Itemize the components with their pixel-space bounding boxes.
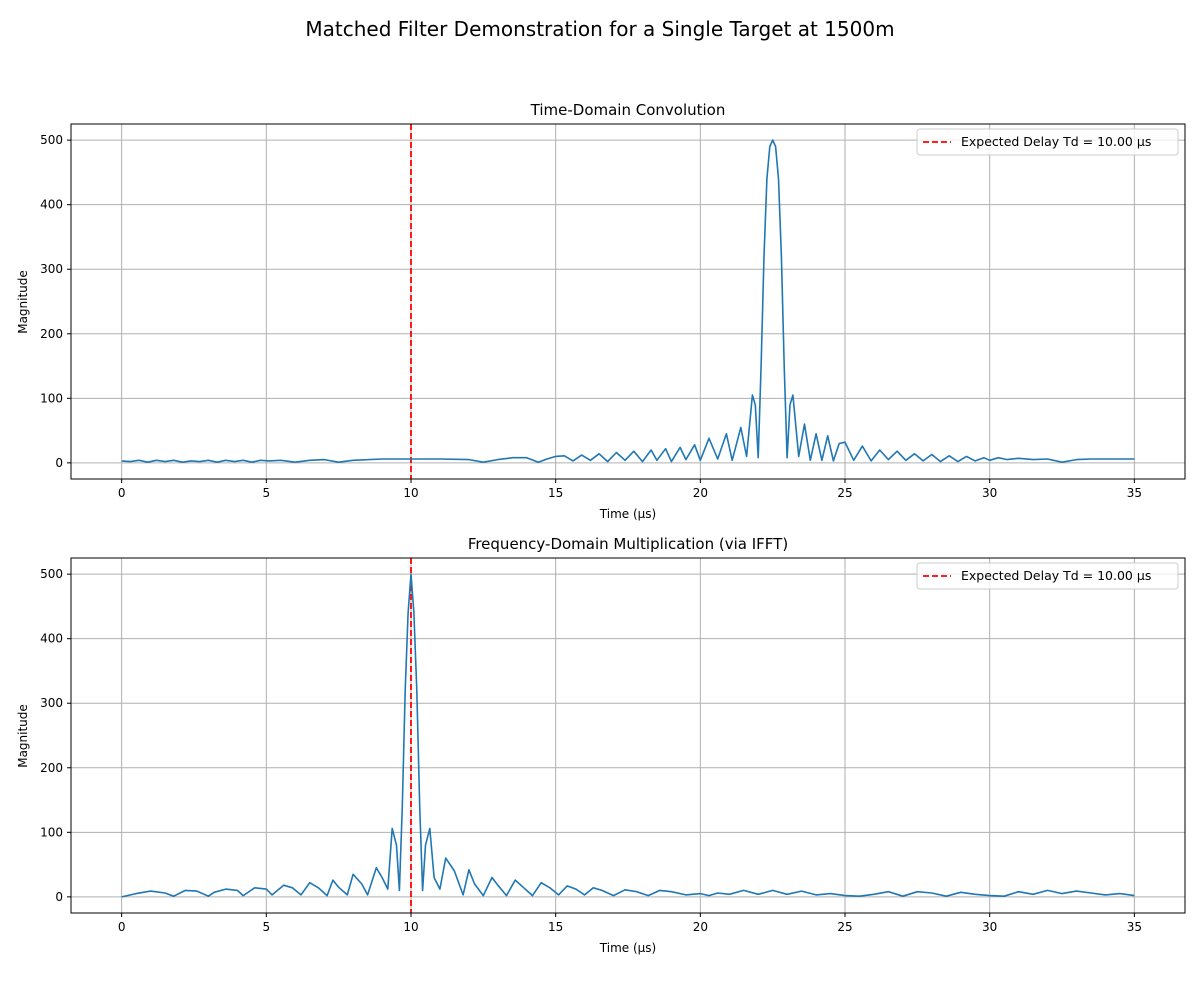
ticks: 0 5 10 15 20 25 30 35 0 100 200 300 400 500: [40, 133, 1142, 500]
magnitude-series-line: [121, 573, 1135, 898]
y-tick-label: 200: [40, 761, 63, 775]
y-tick-label: 0: [55, 456, 63, 470]
y-tick-label: 500: [40, 567, 63, 581]
plot-title: Time-Domain Convolution: [530, 101, 726, 119]
x-tick-label: 0: [118, 920, 126, 934]
x-tick-label: 20: [693, 920, 708, 934]
grid: [71, 124, 1185, 479]
x-tick-label: 15: [548, 486, 563, 500]
time-domain-plot: Time-Domain Convolution 0 5 10 15 20 25 30 35 0 1…: [16, 101, 1186, 521]
magnitude-series-line: [121, 139, 1135, 463]
legend-label: Expected Delay Td = 10.00 µs: [961, 134, 1151, 149]
figure-title: Matched Filter Demonstration for a Singl…: [305, 17, 894, 41]
x-axis-label: Time (µs): [599, 507, 656, 521]
y-tick-label: 400: [40, 632, 63, 646]
x-tick-label: 35: [1127, 486, 1142, 500]
y-tick-label: 100: [40, 391, 63, 405]
series: [121, 139, 1135, 463]
y-tick-label: 300: [40, 262, 63, 276]
x-tick-label: 25: [837, 486, 852, 500]
frequency-domain-plot: Frequency-Domain Multiplication (via IFF…: [16, 535, 1186, 955]
y-tick-label: 200: [40, 327, 63, 341]
x-tick-label: 10: [403, 486, 418, 500]
x-tick-label: 20: [693, 486, 708, 500]
x-tick-label: 25: [837, 920, 852, 934]
y-axis-label: Magnitude: [16, 270, 30, 334]
ticks: 0 5 10 15 20 25 30 35 0 100 200 300 400 500: [40, 567, 1142, 934]
series: [121, 573, 1135, 898]
y-tick-label: 100: [40, 825, 63, 839]
y-tick-label: 300: [40, 696, 63, 710]
x-axis-label: Time (µs): [599, 941, 656, 955]
y-tick-label: 0: [55, 890, 63, 904]
plot-title: Frequency-Domain Multiplication (via IFF…: [468, 535, 788, 553]
legend-box: [916, 562, 1179, 590]
legend: Expected Delay Td = 10.00 µs: [916, 562, 1179, 590]
x-tick-label: 10: [403, 920, 418, 934]
x-tick-label: 5: [262, 920, 270, 934]
grid: [71, 558, 1185, 913]
x-tick-label: 0: [118, 486, 126, 500]
y-tick-label: 500: [40, 133, 63, 147]
x-tick-label: 15: [548, 920, 563, 934]
legend-label: Expected Delay Td = 10.00 µs: [961, 568, 1151, 583]
y-tick-label: 400: [40, 198, 63, 212]
plot-frame: [70, 557, 1186, 914]
y-axis-label: Magnitude: [16, 704, 30, 768]
x-tick-label: 5: [262, 486, 270, 500]
x-tick-label: 30: [982, 920, 997, 934]
legend: Expected Delay Td = 10.00 µs: [916, 128, 1179, 156]
legend-box: [916, 128, 1179, 156]
x-tick-label: 35: [1127, 920, 1142, 934]
plot-frame: [70, 123, 1186, 480]
x-tick-label: 30: [982, 486, 997, 500]
